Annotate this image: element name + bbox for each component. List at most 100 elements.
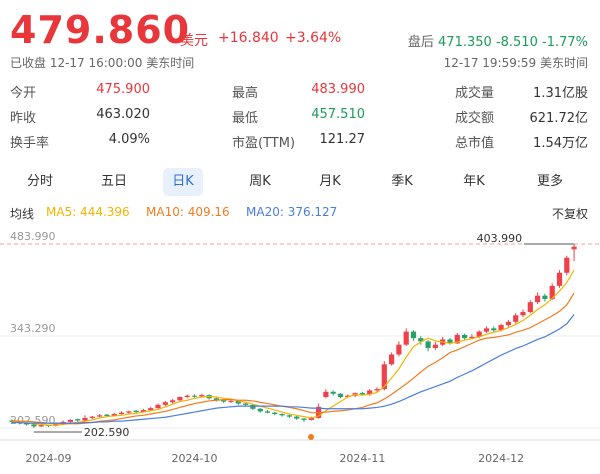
candle-body (213, 398, 219, 401)
candle-body (243, 403, 249, 405)
y-tick-label: 483.990 (10, 230, 56, 243)
x-tick-label: 2024-12 (478, 452, 524, 465)
change-pct: +3.64% (285, 30, 342, 46)
stat-value: 4.09% (108, 132, 150, 147)
ma-line (12, 314, 575, 424)
candle-body (556, 272, 563, 286)
stat-value: 621.72亿 (529, 111, 589, 126)
ma-bar: 均线 (10, 205, 34, 222)
stat-value: 1.31亿股 (533, 86, 588, 101)
candle-body (535, 295, 541, 303)
candle-body (520, 311, 526, 316)
x-tick-label: 2024-09 (26, 452, 72, 465)
stat-label: 成交额 (455, 111, 495, 126)
candle-body (462, 334, 468, 339)
status: 已收盘 12-17 16:00:00 美东时间 (10, 56, 195, 70)
candle-body (75, 419, 81, 421)
stat-value: 483.990 (311, 82, 365, 97)
candle-body (389, 354, 395, 365)
candle-body (191, 395, 198, 397)
candle-body (301, 418, 307, 420)
candle-body (67, 419, 73, 422)
candle-body (381, 364, 387, 390)
candle-body (454, 334, 460, 344)
candle-body (359, 393, 365, 395)
stat-label: 今开 (10, 86, 37, 101)
stat-label: 总市值 (455, 136, 495, 151)
tab[interactable]: 月K (319, 174, 341, 189)
candle-body (257, 408, 263, 412)
candle-body (97, 415, 103, 417)
tab[interactable]: 周K (249, 174, 271, 189)
candle-body (170, 400, 176, 403)
candle-body (155, 404, 161, 409)
candle-body (148, 408, 154, 411)
high-label: 403.990 (477, 232, 523, 245)
y-tick-label: 343.290 (10, 322, 56, 335)
candle-body (337, 393, 344, 398)
stat-label: 昨收 (10, 111, 37, 126)
tab[interactable]: 日K (163, 168, 203, 196)
tab[interactable]: 五日 (100, 174, 127, 189)
candle-body (418, 338, 424, 342)
candle-body (403, 331, 409, 345)
candle-body (177, 397, 183, 401)
candle-body (111, 414, 117, 416)
stat-label: 成交量 (455, 86, 495, 101)
stat-label: 换手率 (10, 136, 50, 151)
candle-body (279, 414, 285, 416)
ah-change: -8.510 (495, 35, 538, 50)
candle-body (38, 425, 44, 427)
x-tick-label: 2024-10 (172, 452, 218, 465)
candle-body (199, 395, 205, 397)
candle-body (24, 423, 30, 425)
candle-body (542, 295, 548, 299)
candle-body (89, 416, 95, 418)
candle-body (250, 404, 256, 409)
stat-label: 市盈(TTM) (232, 136, 296, 151)
candle-body (527, 302, 533, 312)
candle-body (221, 400, 227, 402)
candle-body (162, 402, 168, 405)
candle-body (505, 321, 511, 326)
candle-body (31, 424, 37, 427)
candle-body (513, 315, 519, 322)
low-label: 202.590 (84, 426, 129, 439)
candle-body (345, 395, 351, 398)
candle-body (367, 390, 373, 395)
candle-body (491, 328, 497, 331)
ah-pct: -1.77% (542, 35, 588, 50)
ma-line (11, 292, 575, 425)
candle-body (410, 331, 417, 339)
x-tick-label: 2024-11 (339, 452, 385, 465)
candle-body (476, 331, 482, 337)
candle-body (469, 336, 475, 339)
candle-body (294, 416, 300, 419)
tab[interactable]: 分时 (26, 174, 53, 189)
tab[interactable]: 季K (391, 174, 413, 189)
ma-legend-item: MA5: 444.396 (46, 205, 130, 219)
ma-legend-item: MA10: 409.16 (146, 205, 230, 219)
tab[interactable]: 更多 (536, 174, 563, 189)
candle-body (425, 341, 431, 348)
candle-body (228, 400, 234, 402)
ah-label: 盘后 (407, 35, 434, 50)
candle-body (374, 389, 380, 391)
change: +16.840 (218, 30, 279, 46)
candle-body (432, 344, 438, 348)
ma-line (11, 269, 575, 426)
adjust[interactable]: 不复权 (551, 207, 588, 221)
tab[interactable]: 年K (463, 174, 485, 189)
ah-time: 12-17 19:59:59 美东时间 (443, 56, 588, 70)
candle-body (133, 410, 139, 413)
stat-value: 121.27 (319, 132, 366, 147)
candle-body (330, 391, 336, 394)
stat-label: 最高 (232, 86, 259, 101)
candle-body (104, 414, 110, 416)
candle-body (498, 325, 504, 331)
ma-legend-item: MA20: 376.127 (246, 205, 338, 219)
candle-body (286, 415, 292, 417)
candle-body (549, 285, 555, 299)
